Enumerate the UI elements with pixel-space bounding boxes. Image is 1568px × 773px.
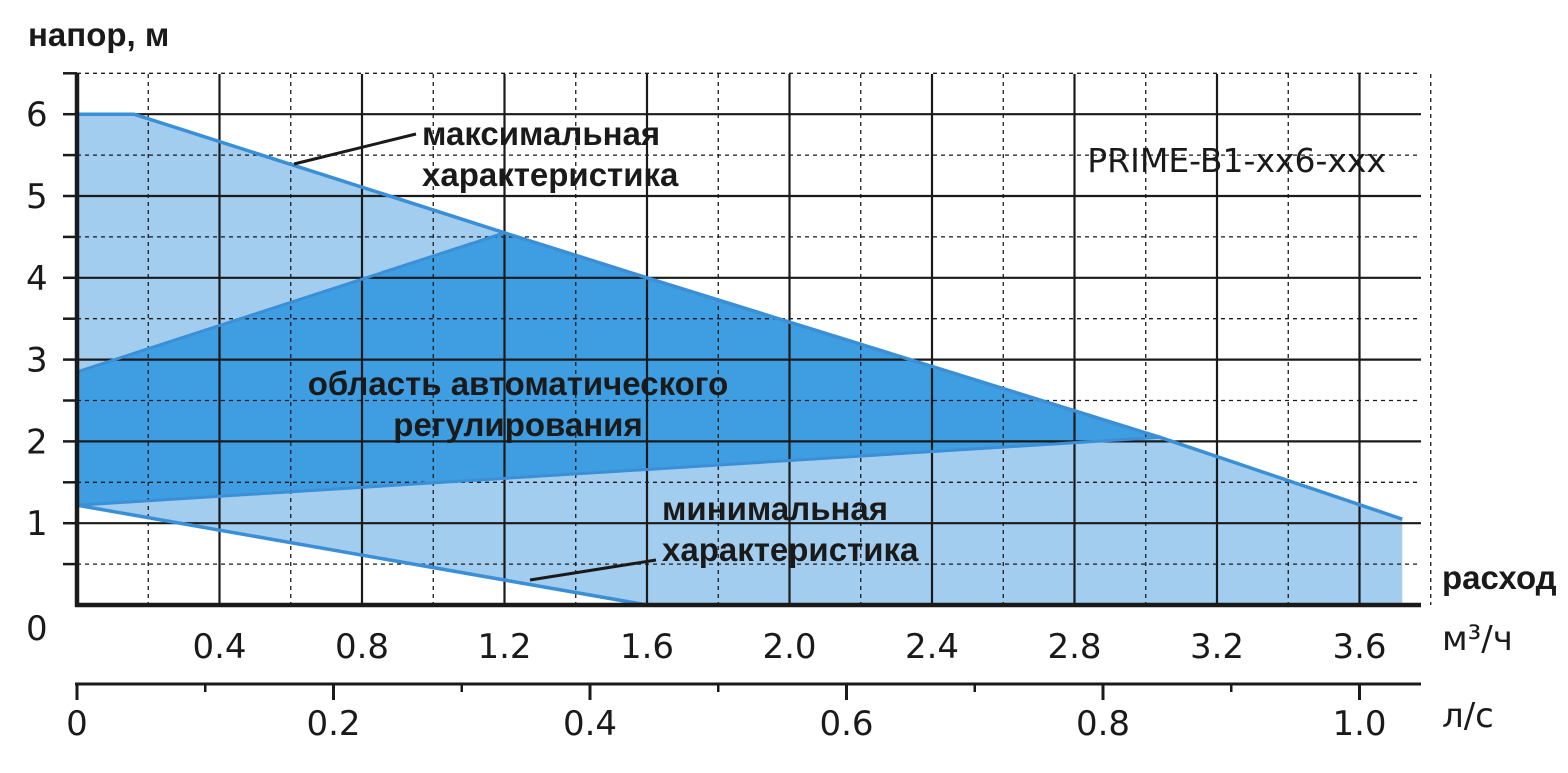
y-tick-label: 3 bbox=[26, 341, 48, 381]
x-tick-label-primary: 1.6 bbox=[620, 627, 674, 667]
x-unit-primary: м³/ч bbox=[1442, 619, 1513, 659]
x-tick-label-primary: 2.4 bbox=[905, 627, 959, 667]
auto-region-label-line1: область автоматического bbox=[308, 365, 729, 402]
y-tick-label: 0 bbox=[26, 609, 48, 649]
y-tick-label: 1 bbox=[26, 504, 48, 544]
x-tick-label-secondary: 0.2 bbox=[306, 704, 360, 744]
auto-region-upper-edge bbox=[76, 231, 505, 374]
y-tick-label: 2 bbox=[26, 422, 48, 462]
auto-region-label-line2: регулирования bbox=[393, 406, 642, 443]
x-tick-label-primary: 2.0 bbox=[762, 627, 816, 667]
max-characteristic-curve bbox=[77, 112, 1403, 521]
min-curve-label-line1: минимальная bbox=[662, 490, 888, 527]
model-label: PRIME-B1-xx6-xxx bbox=[1087, 141, 1386, 180]
x-tick-label-secondary: 1.0 bbox=[1332, 704, 1386, 744]
chart-ticks: 0 1 2 3 4 5 6 0.4 0.8 1.2 1.6 2.0 2.4 2.8 3.2 3.6 0 0.2 0.… bbox=[26, 95, 1387, 744]
chart-axes bbox=[63, 72, 1421, 700]
min-curve-leader bbox=[529, 558, 657, 582]
max-curve-leader bbox=[293, 132, 417, 166]
y-axis-label: напор, м bbox=[28, 16, 169, 53]
x-tick-label-primary: 0.8 bbox=[335, 627, 389, 667]
x-tick-label-primary: 0.4 bbox=[192, 627, 246, 667]
x-tick-label-primary: 3.2 bbox=[1190, 627, 1244, 667]
x-axis-label: расход bbox=[1442, 559, 1557, 596]
chart-grid bbox=[77, 72, 1432, 605]
min-characteristic-curve bbox=[76, 503, 648, 607]
x-tick-label-primary: 2.8 bbox=[1047, 627, 1101, 667]
x-tick-label-secondary: 0.6 bbox=[819, 704, 873, 744]
chart-curves bbox=[76, 112, 1403, 607]
y-tick-label: 6 bbox=[26, 95, 48, 135]
x-tick-label-secondary: 0 bbox=[66, 704, 88, 744]
x-unit-secondary: л/с bbox=[1442, 696, 1494, 736]
auto-region-lower-edge bbox=[76, 435, 1161, 507]
x-tick-label-secondary: 0.4 bbox=[563, 704, 617, 744]
auto-regulation-region bbox=[77, 232, 1160, 506]
y-tick-label: 5 bbox=[26, 177, 48, 217]
y-tick-label: 4 bbox=[26, 259, 48, 299]
max-curve-label-line2: характеристика bbox=[422, 156, 679, 193]
max-curve-label-line1: максимальная bbox=[422, 115, 660, 152]
x-tick-label-primary: 1.2 bbox=[477, 627, 531, 667]
x-tick-label-secondary: 0.8 bbox=[1076, 704, 1130, 744]
x-tick-label-primary: 3.6 bbox=[1332, 627, 1386, 667]
min-curve-label-line2: характеристика bbox=[662, 531, 919, 568]
